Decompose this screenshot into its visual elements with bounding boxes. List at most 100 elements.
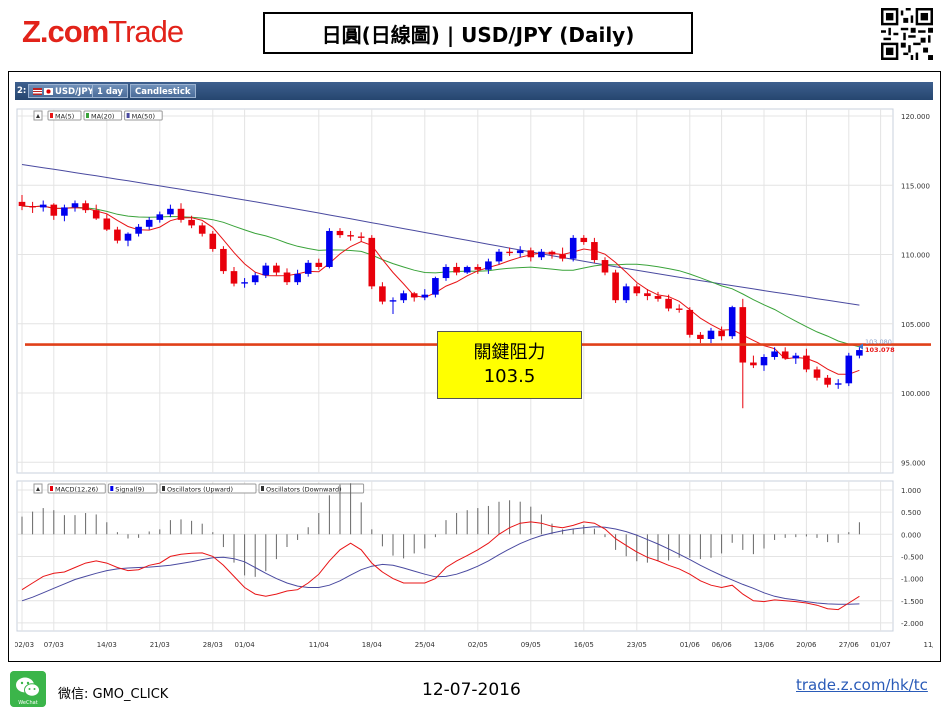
candle-body	[61, 207, 68, 216]
candle-body	[580, 237, 588, 243]
date-axis-tick-label: 01/06	[680, 641, 701, 649]
date-axis-tick-label: 20/06	[796, 641, 817, 649]
candle-body	[792, 355, 800, 359]
candle-body	[633, 286, 641, 294]
candle-body	[750, 362, 757, 366]
legend-collapse-icon	[36, 114, 40, 118]
price-axis-tick-label: 120.000	[901, 113, 930, 121]
candle-body	[432, 278, 439, 295]
date-axis-tick-label: 14/03	[97, 641, 117, 649]
candle-body	[50, 204, 58, 216]
website-link[interactable]: trade.z.com/hk/tc	[796, 676, 928, 694]
logo-main: Z.com	[22, 14, 109, 49]
candle-body	[622, 286, 630, 301]
japan-flag-icon	[44, 88, 53, 95]
candle-body	[824, 377, 831, 385]
wechat-icon[interactable]: WeChat	[10, 671, 46, 707]
candle-body	[400, 293, 407, 301]
candle-body	[739, 307, 747, 363]
macd-legend-item	[107, 483, 158, 494]
candle-body	[326, 230, 333, 267]
report-date: 12-07-2016	[422, 680, 521, 700]
macd-axis-tick-label: 0.000	[901, 531, 921, 539]
candle-body	[124, 233, 132, 241]
candle-body	[644, 293, 651, 297]
candle-body	[167, 208, 174, 215]
candle-body	[675, 308, 683, 310]
candle-body	[527, 250, 535, 258]
candle-body	[294, 273, 301, 283]
macd-axis-tick-label: -1.000	[901, 576, 924, 584]
date-axis-tick-label: 02/05	[468, 641, 488, 649]
date-axis-tick-label: 28/03	[203, 641, 223, 649]
macd-legend-label: Oscillators (Upward)	[167, 486, 233, 494]
macd-axis-tick-label: -1.500	[901, 598, 924, 606]
candle-body	[347, 235, 354, 237]
candle-body	[654, 296, 662, 299]
date-axis-tick-label: 18/04	[362, 641, 383, 649]
candle-body	[495, 251, 503, 262]
legend-swatch	[126, 113, 130, 118]
candle-body	[145, 219, 153, 227]
tab-symbol[interactable]: USD/JPY	[28, 84, 99, 98]
candle-body	[368, 237, 376, 287]
resistance-callout: 關鍵阻力 103.5	[437, 331, 582, 399]
candle-body	[760, 356, 768, 366]
candle-body	[315, 262, 323, 267]
tab-period[interactable]: 1 day	[92, 84, 128, 98]
candle-body	[379, 286, 386, 302]
candle-body	[241, 282, 248, 284]
date-axis-tick-label: 16/05	[574, 641, 594, 649]
page-title: 日圓(日線圖) | USD/JPY (Daily)	[263, 12, 693, 54]
date-axis-tick-label: 01/04	[235, 641, 256, 649]
macd-legend-item	[159, 483, 257, 494]
candle-body	[516, 250, 524, 254]
ma5-line	[21, 205, 860, 375]
date-axis-tick-label: 09/05	[521, 641, 541, 649]
macd-legend-swatch	[110, 486, 114, 491]
macd-legend-item	[258, 483, 365, 494]
date-axis-tick-label: 11/04	[309, 641, 330, 649]
candle-body	[538, 251, 545, 258]
candle-body	[177, 208, 185, 220]
date-axis-tick-label: 02/03	[15, 641, 34, 649]
candle-body	[665, 298, 672, 309]
chart-area: 120.000 115.000 110.000 105.000 100.000 95.00…	[14, 101, 944, 654]
candle-body	[198, 225, 206, 234]
candle-body	[453, 266, 460, 273]
candle-body	[336, 230, 344, 236]
candle-body	[39, 204, 47, 208]
candle-body	[728, 307, 736, 337]
candle-body	[18, 201, 26, 207]
macd-legend-label: Signal(9)	[115, 486, 144, 494]
macd-axis-tick-label: 0.500	[901, 509, 921, 517]
qr-code-icon	[881, 8, 933, 60]
macd-legend-label: Oscillators (Downward)	[266, 486, 342, 494]
price-axis-tick-label: 110.000	[901, 252, 930, 260]
candle-body	[220, 248, 227, 272]
date-axis-tick-label: 01/07	[871, 641, 891, 649]
candle-body	[262, 265, 270, 276]
macd-legend-collapse-icon	[36, 487, 40, 491]
candle-body	[803, 355, 810, 370]
legend-swatch	[86, 113, 89, 118]
wechat-id: 微信: GMO_CLICK	[58, 687, 169, 702]
candle-body	[156, 214, 164, 220]
candle-body	[29, 206, 36, 208]
date-axis-tick-label: 27/06	[839, 641, 860, 649]
candle-body	[707, 330, 715, 339]
date-axis-tick-label: 21/03	[150, 641, 170, 649]
date-axis-tick-label: 07/03	[44, 641, 64, 649]
last-price-label-ask: 103.080	[865, 338, 892, 346]
tab-chart-type[interactable]: Candlestick	[130, 84, 196, 98]
date-axis-tick-label: 13/06	[754, 641, 775, 649]
macd-axis-tick-label: 1.000	[901, 487, 921, 495]
candle-body	[389, 300, 397, 302]
candle-body	[421, 294, 429, 298]
ma50-line	[21, 164, 860, 306]
price-axis-tick-label: 105.000	[901, 321, 930, 329]
resistance-callout-title: 關鍵阻力	[473, 342, 546, 363]
candle-body	[601, 260, 609, 273]
chart-svg: 120.000 115.000 110.000 105.000 100.000 95.00…	[14, 108, 944, 649]
candle-body	[188, 219, 195, 226]
